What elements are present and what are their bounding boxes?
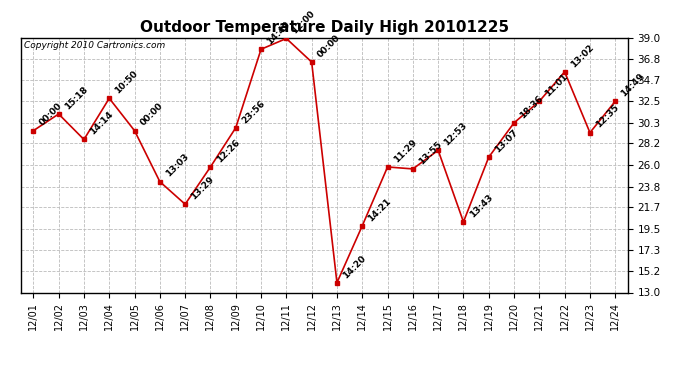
Text: 13:55: 13:55 [417, 140, 444, 166]
Text: 18:36: 18:36 [518, 93, 545, 120]
Text: 14:21: 14:21 [366, 196, 393, 223]
Text: 11:01: 11:01 [544, 72, 570, 99]
Text: 13:29: 13:29 [189, 175, 216, 201]
Text: 14:49: 14:49 [620, 72, 647, 99]
Text: Copyright 2010 Cartronics.com: Copyright 2010 Cartronics.com [23, 41, 165, 50]
Text: 12:53: 12:53 [442, 121, 469, 147]
Text: 15:18: 15:18 [63, 85, 90, 111]
Text: 12:26: 12:26 [215, 138, 242, 164]
Text: 13:43: 13:43 [468, 192, 494, 219]
Text: 11:29: 11:29 [392, 138, 418, 164]
Title: Outdoor Temperature Daily High 20101225: Outdoor Temperature Daily High 20101225 [140, 20, 509, 35]
Text: 13:03: 13:03 [164, 152, 190, 179]
Text: 14:20: 14:20 [341, 253, 368, 280]
Text: 13:02: 13:02 [569, 42, 595, 69]
Text: 13:07: 13:07 [493, 128, 520, 154]
Text: 14:14: 14:14 [88, 110, 115, 137]
Text: 00:00: 00:00 [316, 33, 342, 59]
Text: 12:00: 12:00 [290, 9, 317, 36]
Text: 00:00: 00:00 [37, 102, 63, 128]
Text: 00:00: 00:00 [139, 102, 165, 128]
Text: 23:56: 23:56 [240, 98, 266, 125]
Text: 12:35: 12:35 [594, 103, 621, 130]
Text: 10:50: 10:50 [113, 69, 140, 96]
Text: 14:49: 14:49 [265, 20, 292, 46]
